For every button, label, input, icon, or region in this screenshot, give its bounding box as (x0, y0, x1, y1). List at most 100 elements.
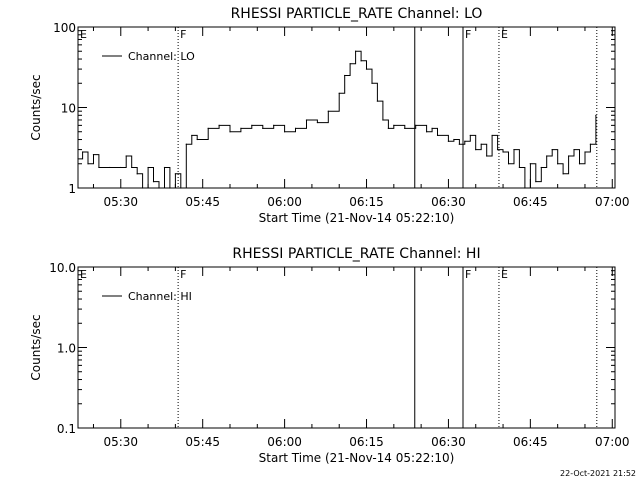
data-point (486, 155, 488, 157)
y-axis-label: Counts/sec (29, 314, 43, 380)
data-point (491, 134, 493, 137)
event-marker-label: F (180, 268, 186, 281)
data-point (338, 92, 340, 94)
panel-lo: RHESSI PARTICLE_RATE Channel: LO Counts/s… (29, 6, 630, 225)
data-point (469, 134, 471, 137)
data-point (120, 166, 122, 169)
x-tick-label: 07:00 (595, 435, 630, 449)
data-point (447, 140, 450, 142)
data-point (316, 121, 318, 124)
event-marker-label: F (180, 28, 186, 41)
data-point (589, 143, 592, 145)
data-point (344, 74, 346, 77)
data-point (305, 119, 308, 121)
data-point (480, 143, 482, 145)
x-tick-label: 06:15 (349, 195, 384, 209)
data-point (229, 131, 231, 133)
data-point (125, 155, 127, 157)
event-marker-label: E (501, 268, 508, 281)
chart-title: RHESSI PARTICLE_RATE Channel: LO (231, 6, 483, 22)
data-point (578, 163, 581, 165)
x-tick-label: 06:45 (513, 195, 548, 209)
data-point (136, 173, 138, 175)
y-tick-label: 0.1 (57, 422, 76, 436)
data-point (191, 134, 193, 137)
data-point (158, 187, 160, 189)
data-point (284, 131, 286, 133)
data-point (376, 100, 379, 102)
x-tick-label: 05:45 (185, 435, 220, 449)
data-point (207, 127, 209, 130)
data-point (174, 173, 176, 175)
data-point (218, 124, 220, 126)
event-marker-label: F (465, 268, 471, 281)
y-tick-label: 100 (53, 21, 76, 35)
data-point (185, 143, 187, 145)
data-point (131, 166, 133, 169)
x-tick-label: 05:30 (103, 435, 138, 449)
data-point (77, 158, 79, 160)
x-tick-label: 06:30 (431, 195, 466, 209)
data-point (180, 187, 182, 189)
data-point (87, 163, 89, 165)
data-point (404, 127, 406, 130)
data-point (262, 127, 264, 130)
panel-hi: RHESSI PARTICLE_RATE Channel: HI Counts/s… (29, 246, 630, 465)
data-point (147, 166, 149, 169)
x-tick-label: 06:15 (349, 435, 384, 449)
data-point (535, 181, 537, 183)
data-point (240, 127, 242, 130)
data-point (436, 134, 439, 137)
event-marker-label: E (80, 268, 87, 281)
data-point (458, 143, 460, 145)
y-tick-label: 1.0 (57, 342, 76, 356)
data-point (92, 153, 95, 156)
data-point (387, 127, 389, 130)
data-point (518, 166, 521, 169)
data-point (294, 127, 297, 130)
event-marker-label: E (80, 28, 87, 41)
x-tick-label: 06:00 (267, 435, 302, 449)
data-point (371, 82, 373, 84)
data-point (475, 148, 477, 151)
data-point (196, 138, 198, 141)
x-tick-label: 05:45 (185, 195, 220, 209)
data-point (529, 163, 531, 165)
data-point (464, 140, 466, 142)
data-point (425, 131, 428, 133)
data-point (393, 124, 395, 126)
data-point (109, 166, 111, 169)
data-point (169, 187, 171, 189)
x-tick-label: 05:30 (103, 195, 138, 209)
data-point (382, 119, 384, 121)
data-point (562, 173, 564, 175)
y-axis-label: Counts/sec (29, 74, 43, 140)
data-point (163, 166, 166, 169)
x-axis-label: Start Time (21-Nov-14 05:22:10) (259, 211, 455, 225)
x-tick-label: 07:00 (595, 195, 630, 209)
data-point (496, 148, 499, 151)
data-point (273, 124, 275, 126)
data-point (584, 151, 586, 153)
data-point (524, 187, 526, 189)
data-point (502, 151, 504, 153)
data-point (355, 50, 357, 52)
series-line-0 (78, 50, 597, 189)
timestamp: 22-Oct-2021 21:52 (560, 469, 636, 478)
data-point (415, 124, 417, 126)
data-point (142, 187, 144, 189)
data-point (98, 166, 100, 169)
data-point (567, 155, 570, 157)
chart-title: RHESSI PARTICLE_RATE Channel: HI (232, 246, 480, 262)
data-point (349, 63, 351, 65)
data-point (573, 148, 575, 151)
event-marker-label: F (465, 28, 471, 41)
data-point (251, 124, 253, 126)
y-tick-label: 1 (68, 182, 76, 196)
data-point (507, 163, 510, 165)
y-tick-label: 10 (61, 102, 76, 116)
data-point (327, 110, 329, 112)
data-point (81, 151, 84, 153)
